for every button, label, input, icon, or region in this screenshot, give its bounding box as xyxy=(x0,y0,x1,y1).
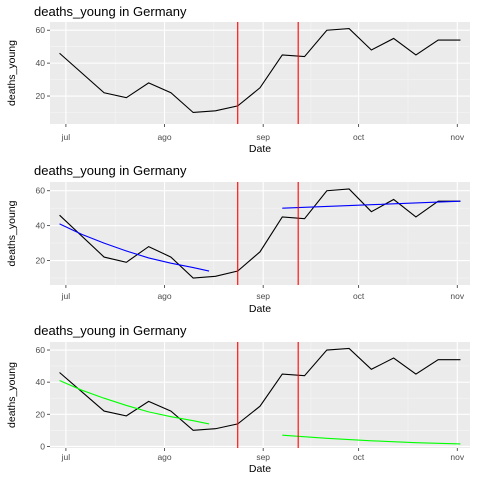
y-axis-label: deaths_young xyxy=(6,40,18,106)
x-tick-label: nov xyxy=(450,291,464,301)
y-tick-label: 40 xyxy=(36,58,46,68)
x-tick-label: jul xyxy=(61,291,71,301)
chart-title: deaths_young in Germany xyxy=(34,4,187,19)
x-tick-label: sep xyxy=(256,132,270,142)
x-tick-label: nov xyxy=(450,452,464,462)
x-tick-label: nov xyxy=(450,132,464,142)
chart-title: deaths_young in Germany xyxy=(34,163,187,178)
chart-panel-2: deaths_young in Germany 20 40 60 jul ago sep oc… xyxy=(6,163,470,315)
x-tick-label: sep xyxy=(256,452,270,462)
x-tick-label: ago xyxy=(157,452,171,462)
y-tick-label: 0 xyxy=(40,441,45,451)
x-tick-label: ago xyxy=(157,132,171,142)
chart-title: deaths_young in Germany xyxy=(34,323,187,338)
x-tick-label: jul xyxy=(61,452,71,462)
series-line-3 xyxy=(282,200,461,209)
series-line-1 xyxy=(59,347,461,431)
chart-panel-3: deaths_young in Germany 0 20 40 60 jul ago sep o… xyxy=(6,323,470,475)
y-tick-label: 60 xyxy=(36,345,46,355)
x-axis-label: Date xyxy=(249,463,271,475)
x-axis-label: Date xyxy=(249,143,271,155)
y-tick-label: 20 xyxy=(36,91,46,101)
y-tick-label: 40 xyxy=(36,377,46,387)
y-tick-label: 60 xyxy=(36,25,46,35)
series-line-1 xyxy=(59,188,461,279)
x-tick-label: oct xyxy=(353,291,365,301)
series-line-3 xyxy=(282,434,461,445)
x-tick-label: oct xyxy=(353,452,365,462)
y-tick-label: 20 xyxy=(36,256,46,266)
y-tick-label: 20 xyxy=(36,409,46,419)
x-tick-label: oct xyxy=(353,132,365,142)
x-tick-label: jul xyxy=(61,132,71,142)
plot-panel xyxy=(50,182,470,285)
series-line-2 xyxy=(59,223,210,272)
y-tick-label: 60 xyxy=(36,186,46,196)
x-tick-label: ago xyxy=(157,291,171,301)
series-line-1 xyxy=(59,28,461,114)
plot-panel xyxy=(50,22,470,124)
y-tick-label: 40 xyxy=(36,221,46,231)
chart-panel-1: deaths_young in Germany 20 40 60 jul ago sep oc… xyxy=(6,4,470,155)
y-axis-label: deaths_young xyxy=(6,362,18,428)
y-axis-label: deaths_young xyxy=(6,200,18,266)
series-line-2 xyxy=(59,380,210,425)
plot-panel xyxy=(50,342,470,448)
x-tick-label: sep xyxy=(256,291,270,301)
x-axis-label: Date xyxy=(249,303,271,315)
